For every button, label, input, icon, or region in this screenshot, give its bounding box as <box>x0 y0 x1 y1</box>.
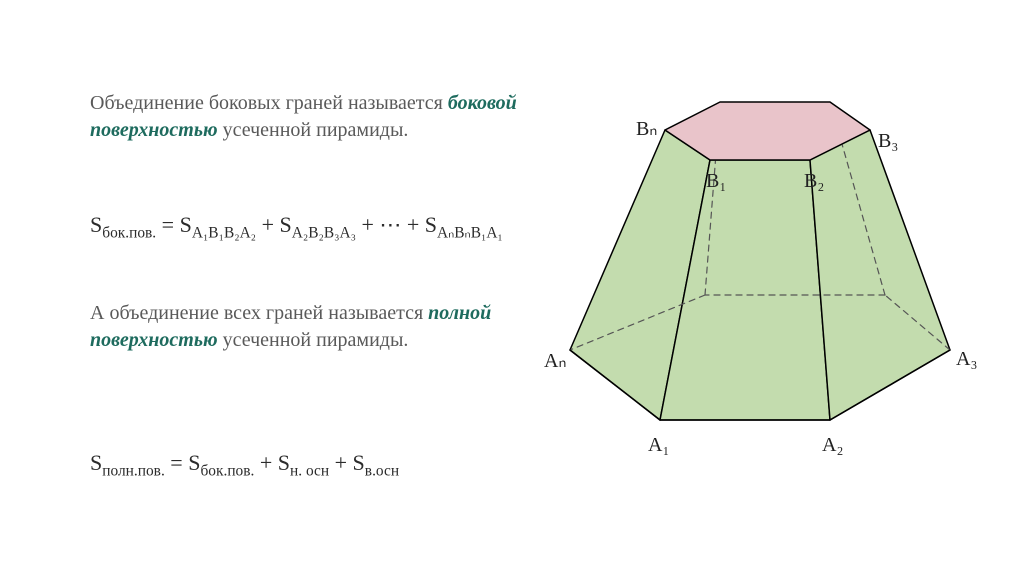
paragraph-lateral-surface: Объединение боковых граней называется бо… <box>90 90 530 144</box>
f1-t3sub: AₙBₙB₁A₁ <box>437 224 503 241</box>
vertex-label-A2: A₂ <box>822 434 843 457</box>
f1-lhs-sub: бок.пов. <box>102 224 156 241</box>
f2-lhs-sub: полн.пов. <box>102 462 165 479</box>
f1-eq: = <box>156 212 179 237</box>
paragraph-full-surface: А объединение всех граней называется пол… <box>90 300 530 354</box>
f2-t1S: S <box>188 450 200 475</box>
vertex-label-A1: A₁ <box>648 434 669 457</box>
vertex-label-Bn: Bₙ <box>636 116 657 141</box>
para1-text-a: Объединение боковых граней называется <box>90 92 448 114</box>
f1-t2S: S <box>279 212 291 237</box>
para2-text-c: усеченной пирамиды. <box>218 329 409 351</box>
f1-t3S: S <box>425 212 437 237</box>
vertex-label-An: Aₙ <box>544 348 566 373</box>
f2-S: S <box>90 450 102 475</box>
f2-eq: = <box>165 450 188 475</box>
f2-p1: + <box>254 450 277 475</box>
para1-text-c: усеченной пирамиды. <box>218 119 409 141</box>
f2-p2: + <box>329 450 352 475</box>
para2-text-a: А объединение всех граней называется <box>90 302 428 324</box>
f1-S: S <box>90 212 102 237</box>
f2-t3sub: в.осн <box>365 462 399 479</box>
f1-t1sub: A₁B₁B₂A₂ <box>192 224 256 241</box>
f2-t1sub: бок.пов. <box>200 462 254 479</box>
formula-full-surface: Sполн.пов. = Sбок.пов. + Sн. осн + Sв.ос… <box>90 450 399 476</box>
frustum-svg <box>550 90 980 450</box>
f1-t1S: S <box>180 212 192 237</box>
f2-t2sub: н. осн <box>290 462 329 479</box>
f1-t2sub: A₂B₂B₃A₃ <box>292 224 356 241</box>
vertex-label-B1: B₁ <box>706 170 726 193</box>
f2-t3S: S <box>353 450 365 475</box>
f1-dots: + ⋯ + <box>356 212 425 237</box>
formula-lateral-surface: Sбок.пов. = SA₁B₁B₂A₂ + SA₂B₂B₃A₃ + ⋯ + … <box>90 212 503 238</box>
vertex-label-B3: B₃ <box>878 130 898 153</box>
f2-t2S: S <box>278 450 290 475</box>
f1-p1: + <box>256 212 279 237</box>
vertex-label-B2: B₂ <box>804 170 824 193</box>
vertex-label-A3: A₃ <box>956 348 977 371</box>
frustum-diagram: A₁A₂A₃AₙB₁B₂B₃Bₙ <box>550 90 980 450</box>
